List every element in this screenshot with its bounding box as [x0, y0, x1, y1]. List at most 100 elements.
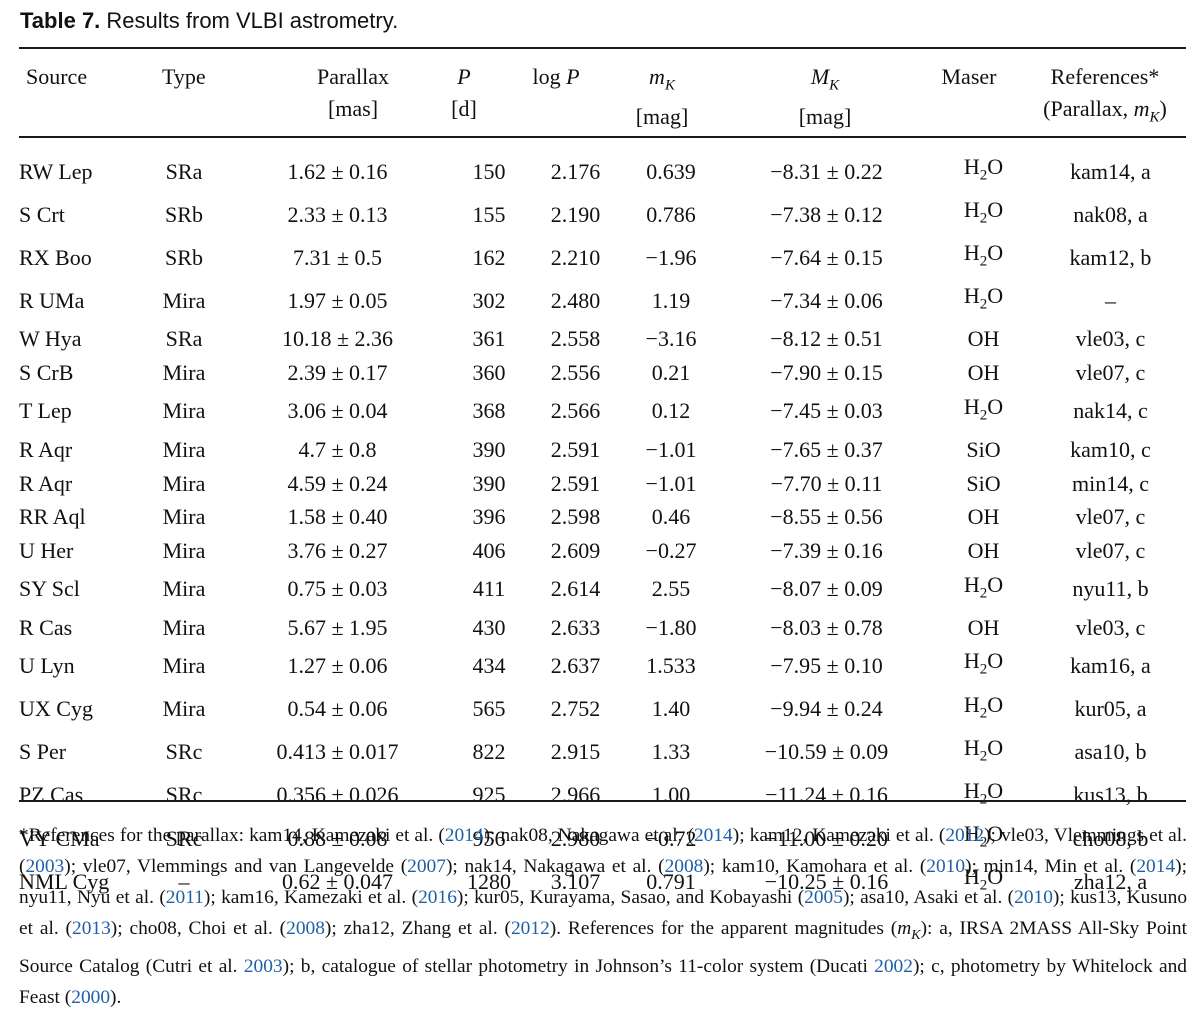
cell-maser: H2O	[963, 863, 1004, 894]
cell-period: 396	[472, 504, 506, 530]
cell-type: Mira	[162, 360, 206, 386]
cell-maser: H2O	[963, 154, 1004, 184]
footnote-year-link[interactable]: 2011	[165, 887, 204, 908]
cell-abs-mk: −10.25 ± 0.16	[764, 868, 889, 894]
header-abs-mk: MK [mag]	[760, 61, 890, 133]
table-row: S Per SRc 0.413 ± 0.017 822 2.915 1.33 −10.59 …	[19, 731, 1186, 774]
footnote-year-link[interactable]: 2014	[693, 825, 733, 846]
footnote-year-link[interactable]: 2016	[418, 887, 457, 908]
cell-abs-mk: −7.39 ± 0.16	[770, 537, 883, 563]
footnote-text: ); vle03, Vlemmings et al. (	[19, 825, 1187, 877]
footnote-text: ); vle07, Vlemmings and van Langevelde (	[64, 856, 408, 877]
table-row: R Aqr Mira 4.7 ± 0.8 390 2.591 −1.01 −7.65 ± 0…	[19, 433, 1186, 467]
cell-reference: kam16, a	[1070, 653, 1151, 679]
cell-logp: 2.980	[550, 825, 601, 851]
cell-logp: 2.558	[550, 326, 601, 352]
footnote-year-link[interactable]: 2005	[804, 887, 843, 908]
header-source: Source	[26, 64, 88, 89]
cell-mk: 0.786	[646, 201, 696, 227]
footnote-text: ): a, IRSA 2MASS All-Sky Point Source Ca…	[19, 918, 1188, 977]
footnote-year-link[interactable]: 2002	[874, 955, 913, 977]
header-rule	[19, 136, 1186, 138]
header-references-sub: (Parallax, mK)	[1043, 96, 1167, 126]
top-rule	[19, 47, 1186, 49]
cell-source: VY CMa	[19, 825, 100, 851]
footnote-year-link[interactable]: 2010	[1014, 887, 1053, 908]
cell-period: 925	[472, 782, 506, 808]
footnote-text: ). References for the apparent magnitude…	[549, 918, 898, 939]
cell-parallax: 1.62 ± 0.16	[287, 158, 388, 184]
cell-type: SRb	[165, 201, 203, 227]
header-period-label: P	[457, 64, 471, 89]
cell-period: 822	[472, 739, 506, 765]
cell-type: SRa	[165, 326, 203, 352]
header-logp: log P	[515, 61, 597, 93]
cell-parallax: 3.76 ± 0.27	[287, 537, 388, 563]
table-row: U Lyn Mira 1.27 ± 0.06 434 2.637 1.533 −7.95 ±…	[19, 644, 1186, 687]
footnote-year-link[interactable]: 2003	[25, 856, 65, 877]
table-row: R Cas Mira 5.67 ± 1.95 430 2.633 −1.80 −8.03 ±…	[19, 611, 1186, 645]
cell-logp: 2.591	[550, 436, 601, 462]
cell-maser: OH	[967, 537, 1000, 563]
header-abs-mk-unit: [mag]	[798, 104, 852, 130]
cell-parallax: 7.31 ± 0.5	[292, 244, 383, 270]
cell-reference: vle07, c	[1075, 537, 1146, 563]
table-row: RR Aql Mira 1.58 ± 0.40 396 2.598 0.46 −8.55 ±…	[19, 500, 1186, 534]
cell-type: Mira	[162, 576, 206, 602]
table-row: R UMa Mira 1.97 ± 0.05 302 2.480 1.19 −7.34 ± …	[19, 279, 1186, 322]
cell-period: 155	[472, 201, 506, 227]
footnote-year-link[interactable]: 2014	[444, 825, 484, 846]
cell-source: RR Aql	[19, 504, 86, 530]
footnote-year-link[interactable]: 2014	[1136, 856, 1176, 877]
cell-parallax: 3.06 ± 0.04	[287, 398, 388, 424]
cell-abs-mk: −7.90 ± 0.15	[770, 360, 883, 386]
cell-maser: H2O	[963, 734, 1004, 765]
footnote-year-link[interactable]: 2010	[926, 856, 966, 877]
cell-parallax: 0.356 ± 0.026	[276, 782, 399, 808]
header-logp-var: P	[566, 64, 580, 89]
cell-reference: kam12, b	[1069, 244, 1152, 270]
cell-reference: vle03, c	[1075, 614, 1146, 640]
cell-maser: H2O	[963, 648, 1004, 678]
header-mk: mK [mag]	[612, 61, 712, 133]
cell-reference: –	[1105, 287, 1116, 313]
cell-source: R Aqr	[19, 436, 73, 462]
cell-mk: 1.33	[651, 739, 691, 765]
footnote-year-link[interactable]: 2008	[664, 856, 704, 877]
footnote-year-link[interactable]: 2000	[71, 986, 111, 1008]
header-parallax-unit: [mas]	[327, 96, 379, 121]
cell-mk: 0.21	[651, 360, 691, 386]
footnote-text: ); kam16, Kamezaki et al. (	[203, 887, 419, 908]
cell-parallax: 5.67 ± 1.95	[287, 614, 388, 640]
table-row: UX Cyg Mira 0.54 ± 0.06 565 2.752 1.40 −9.94 ±…	[19, 688, 1186, 731]
cell-logp: 2.598	[550, 504, 601, 530]
cell-mk: 1.533	[646, 653, 696, 679]
footnote-year-link[interactable]: 2007	[407, 856, 446, 877]
cell-abs-mk: −9.94 ± 0.24	[770, 696, 883, 722]
cell-abs-mk: −10.59 ± 0.09	[764, 739, 889, 765]
cell-mk: 1.19	[651, 287, 691, 313]
footnote-year-link[interactable]: 2003	[243, 955, 283, 977]
table-row: NML Cyg – 0.62 ± 0.047 1280 3.107 0.791 −10.25…	[19, 860, 1186, 903]
footnote-text: ); cho08, Choi et al. (	[110, 918, 287, 939]
cell-abs-mk: −7.70 ± 0.11	[770, 470, 883, 496]
cell-mk: −0.72	[645, 825, 697, 851]
cell-period: 411	[472, 576, 506, 602]
footnote-year-link[interactable]: 2013	[72, 918, 111, 939]
table-label: Table 7.	[20, 8, 101, 33]
table-row: S Crt SRb 2.33 ± 0.13 155 2.190 0.786 −7.38 ± …	[19, 193, 1186, 236]
footnote-year-link[interactable]: 2012	[510, 918, 550, 939]
cell-logp: 2.915	[550, 739, 601, 765]
footnote-year-link[interactable]: 2008	[286, 918, 325, 939]
header-parallax-label: Parallax	[316, 64, 390, 89]
footnote-text: ); min14, Min et al. (	[965, 856, 1137, 877]
cell-abs-mk: −7.45 ± 0.03	[770, 398, 883, 424]
footnote-year-link[interactable]: 2012	[945, 825, 985, 846]
table-row: U Her Mira 3.76 ± 0.27 406 2.609 −0.27 −7.39 ±…	[19, 534, 1186, 568]
cell-reference: asa10, b	[1074, 739, 1147, 765]
cell-type: –	[178, 868, 190, 894]
cell-parallax: 4.59 ± 0.24	[287, 470, 388, 496]
cell-mk: 0.639	[646, 158, 696, 184]
cell-maser: H2O	[963, 197, 1004, 227]
footnote-math: mK	[897, 918, 921, 943]
